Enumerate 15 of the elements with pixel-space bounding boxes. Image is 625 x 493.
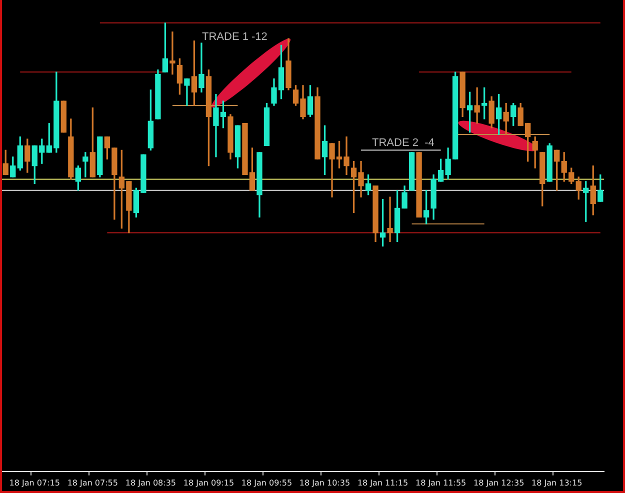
x-tick-label: 18 Jan 07:15 (9, 478, 60, 488)
annotation: TRADE 1 -12 (202, 31, 268, 43)
x-tick-label: 18 Jan 11:55 (415, 478, 466, 488)
x-tick-label: 18 Jan 07:55 (67, 478, 118, 488)
candlestick (416, 152, 422, 218)
x-tick-label: 18 Jan 09:55 (241, 478, 292, 488)
annotation: TRADE 2 -4 (372, 137, 434, 149)
x-tick-label: 18 Jan 13:15 (532, 478, 582, 488)
x-tick-label: 18 Jan 08:35 (125, 478, 176, 488)
x-tick-label: 18 Jan 09:15 (183, 478, 234, 488)
candlestick (60, 100, 66, 133)
candlestick (408, 152, 415, 191)
x-tick-label: 18 Jan 11:15 (357, 478, 408, 488)
x-tick-label: 18 Jan 12:35 (474, 478, 524, 488)
x-tick-label: 18 Jan 10:35 (299, 478, 350, 488)
